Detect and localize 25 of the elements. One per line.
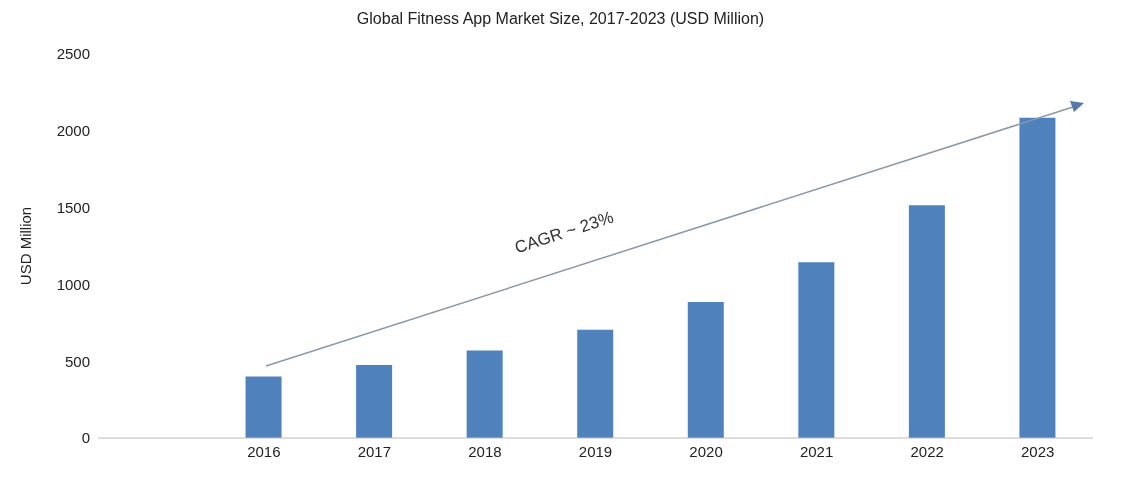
- x-tick-label: 2018: [468, 442, 502, 460]
- x-tick-label: 2019: [578, 442, 613, 460]
- y-tick-label: 1000: [56, 275, 90, 293]
- bar: [356, 365, 393, 438]
- annotation: CAGR ~ 23%: [512, 207, 617, 259]
- y-tick-label: 2500: [56, 45, 90, 63]
- bar: [466, 350, 503, 438]
- bar: [908, 205, 945, 438]
- y-tick-label: 500: [64, 352, 90, 370]
- x-tick-label: 2020: [689, 442, 723, 460]
- y-tick-label: 1500: [56, 198, 90, 216]
- bar: [687, 302, 724, 438]
- x-tick-label: 2017: [357, 442, 392, 460]
- x-tick-label: 2021: [799, 442, 834, 460]
- y-tick-label: 2000: [56, 122, 90, 140]
- y-axis-title: USD Million: [17, 206, 35, 286]
- x-tick-label: 2016: [247, 442, 281, 460]
- chart-title: Global Fitness App Market Size, 2017-2023 (USD Million): [355, 10, 766, 28]
- bar: [1019, 117, 1056, 438]
- bar: [577, 329, 614, 438]
- x-tick-label: 2022: [910, 442, 944, 460]
- bar: [245, 376, 282, 438]
- y-tick-label: 0: [81, 429, 90, 447]
- x-tick-label: 2023: [1021, 442, 1055, 460]
- bar: [798, 262, 835, 438]
